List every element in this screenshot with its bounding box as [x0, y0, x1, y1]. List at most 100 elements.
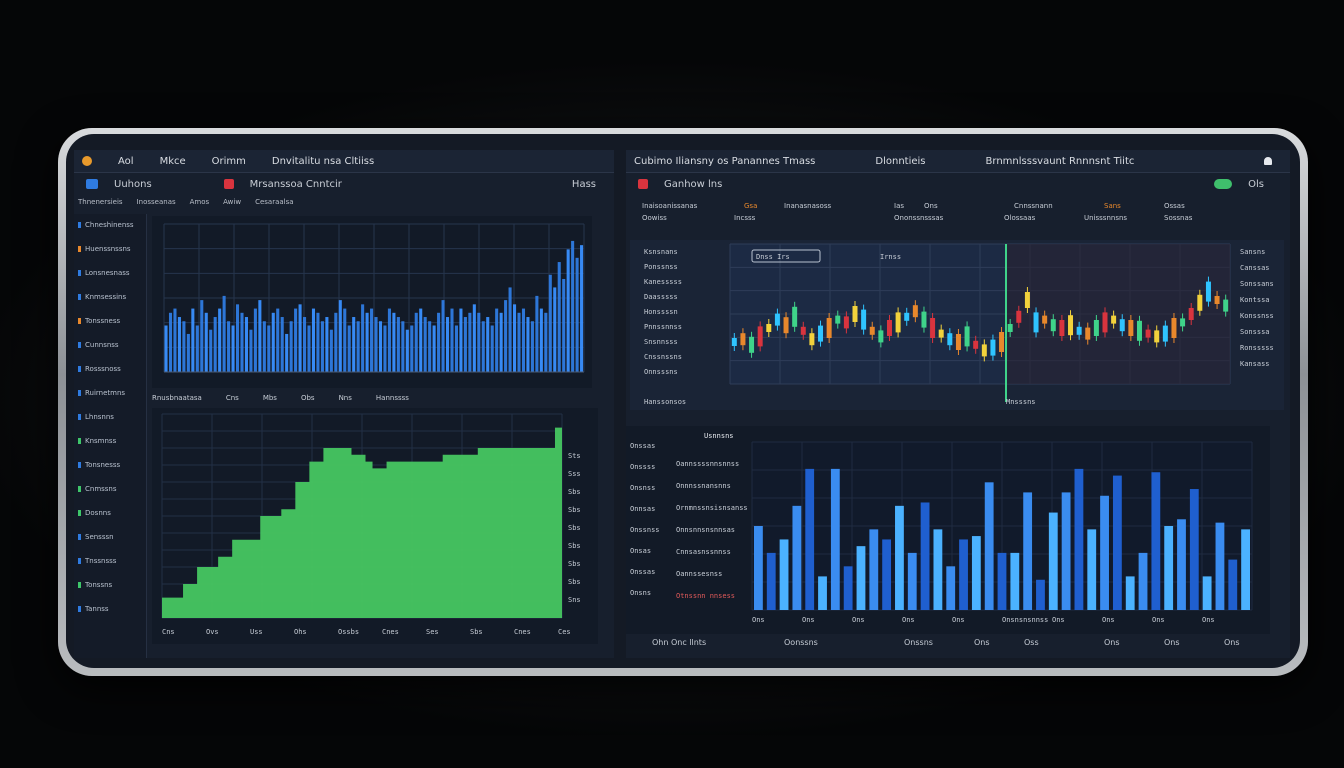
tab-1[interactable]: Thnenersieis	[78, 198, 123, 206]
menu-item-4[interactable]: Dnvitalitu nsa Cltiiss	[271, 155, 375, 167]
bar-x-label: Ons	[902, 616, 915, 624]
bar	[262, 321, 266, 372]
top-bar-chart	[163, 223, 585, 373]
right-menu-item-2[interactable]: Dlonntieis	[875, 155, 926, 167]
y-tick-label: Sbs	[568, 524, 581, 532]
menu-item-3[interactable]: Orimm	[211, 155, 246, 167]
sidebar-item[interactable]: Sensssn	[78, 532, 144, 542]
candle	[1214, 296, 1220, 304]
mid-label-1: Rnusbnaatasa	[152, 394, 202, 402]
bar	[571, 240, 575, 372]
candle	[999, 332, 1005, 352]
app-icon	[82, 156, 92, 166]
bar	[227, 321, 231, 372]
bar	[329, 329, 333, 372]
bar	[365, 312, 369, 372]
sidebar-marker-icon	[78, 582, 81, 588]
candle	[990, 339, 996, 356]
sidebar-item-label: Dosnns	[85, 509, 111, 517]
tab-4[interactable]: Awiw	[223, 198, 242, 206]
bottom-bar-chart: Usnnsns Onssas Onssss Onsnss Onnsas Onssnss On…	[630, 432, 1253, 624]
y-tick-label: Sbs	[568, 506, 581, 514]
y-tick-label: Sbs	[568, 542, 581, 550]
sidebar-item[interactable]: Cnmssns	[78, 484, 144, 494]
candle	[981, 344, 987, 357]
sidebar-item[interactable]: Tonsnesss	[78, 460, 144, 470]
sidebar-item[interactable]: Tnssnsss	[78, 556, 144, 566]
sidebar-item-label: Cnmssns	[85, 485, 117, 493]
candle	[843, 316, 849, 329]
bar	[513, 304, 517, 372]
x-tick-label: Sbs	[470, 628, 483, 636]
toggle-switch[interactable]	[1214, 179, 1233, 189]
sub-title-2[interactable]: Mrsanssoa Cnntcir	[249, 178, 342, 190]
menu-item-1[interactable]: Aol	[118, 155, 134, 167]
header-cell: Ons	[924, 202, 938, 210]
bar-x-label: Ons	[952, 616, 965, 624]
bar	[495, 308, 499, 372]
bar	[419, 308, 423, 372]
bar	[1100, 495, 1109, 610]
candle	[878, 330, 884, 343]
tab-2[interactable]: Inosseanas	[136, 198, 176, 206]
x-tick-label: Ossbs	[338, 628, 359, 636]
right-menu-item-3[interactable]: Brnmnlsssvaunt Rnnnsnt Tiitc	[985, 155, 1135, 167]
header-cell: Sans	[1104, 202, 1121, 210]
sidebar-item[interactable]: Tonssness	[78, 316, 144, 326]
bar	[320, 321, 324, 372]
sidebar-item[interactable]: Ruirnetmns	[78, 388, 144, 398]
bar	[338, 300, 342, 372]
bar	[481, 321, 485, 372]
sidebar-item[interactable]: Tannss	[78, 604, 144, 614]
candle-left-label: Daasssss	[644, 293, 678, 301]
sidebar-item[interactable]: Dosnns	[78, 508, 144, 518]
bar	[289, 321, 293, 372]
bar	[392, 312, 396, 372]
candle	[1076, 326, 1082, 335]
y-tick-label: Sbs	[568, 578, 581, 586]
right-header-row: Inaisoanissanas Gsa Inanasnasoss Ias Ons Cnns…	[634, 202, 1284, 230]
bar	[1241, 529, 1250, 610]
sidebar-item[interactable]: Rosssnoss	[78, 364, 144, 374]
bar	[792, 505, 802, 610]
bar	[1087, 529, 1097, 610]
tab-3[interactable]: Amos	[189, 198, 210, 206]
user-icon[interactable]	[1264, 157, 1272, 165]
candle	[766, 324, 772, 332]
candle	[1085, 327, 1091, 340]
sidebar-item[interactable]: Lhnsnns	[78, 412, 144, 422]
bar	[414, 312, 418, 372]
header-cell: Sossnas	[1164, 214, 1193, 222]
tab-5[interactable]: Cesaraalsa	[255, 198, 294, 206]
bar	[164, 325, 168, 372]
bar	[383, 325, 387, 372]
bar	[191, 308, 195, 372]
footer-label: Ons	[974, 638, 990, 647]
sub-title-1[interactable]: Uuhons	[114, 178, 152, 190]
right-sub-bar: Ganhow lns Ols	[626, 174, 1290, 194]
left-window: Aol Mkce Orimm Dnvitalitu nsa Cltiiss Uu…	[74, 150, 614, 658]
candle	[895, 312, 901, 333]
sidebar-item[interactable]: Tonssns	[78, 580, 144, 590]
bar	[490, 325, 494, 372]
y-tick-label: Sns	[568, 596, 581, 604]
candle	[800, 326, 806, 335]
alert-icon	[223, 179, 234, 189]
candle	[1111, 315, 1117, 324]
sub-right-label[interactable]: Hass	[571, 178, 596, 190]
bar	[450, 308, 454, 372]
bar	[575, 257, 579, 372]
sidebar-item[interactable]: Lonsnesnass	[78, 268, 144, 278]
mid-label-3: Mbs	[262, 394, 277, 402]
sidebar-item[interactable]: Knmsessins	[78, 292, 144, 302]
bar	[231, 325, 235, 372]
sidebar-item[interactable]: Chneshinenss	[78, 220, 144, 230]
right-menu-item-1[interactable]: Cubimo Iliansny os Panannes Tmass	[634, 155, 816, 167]
menu-item-2[interactable]: Mkce	[159, 155, 186, 167]
bar	[530, 321, 534, 372]
right-sub-title[interactable]: Ganhow lns	[664, 178, 723, 190]
sidebar-item[interactable]: Cunnsnss	[78, 340, 144, 350]
bar	[280, 317, 284, 372]
sidebar-item[interactable]: Huenssnssns	[78, 244, 144, 254]
sidebar-item[interactable]: Knsmnss	[78, 436, 144, 446]
